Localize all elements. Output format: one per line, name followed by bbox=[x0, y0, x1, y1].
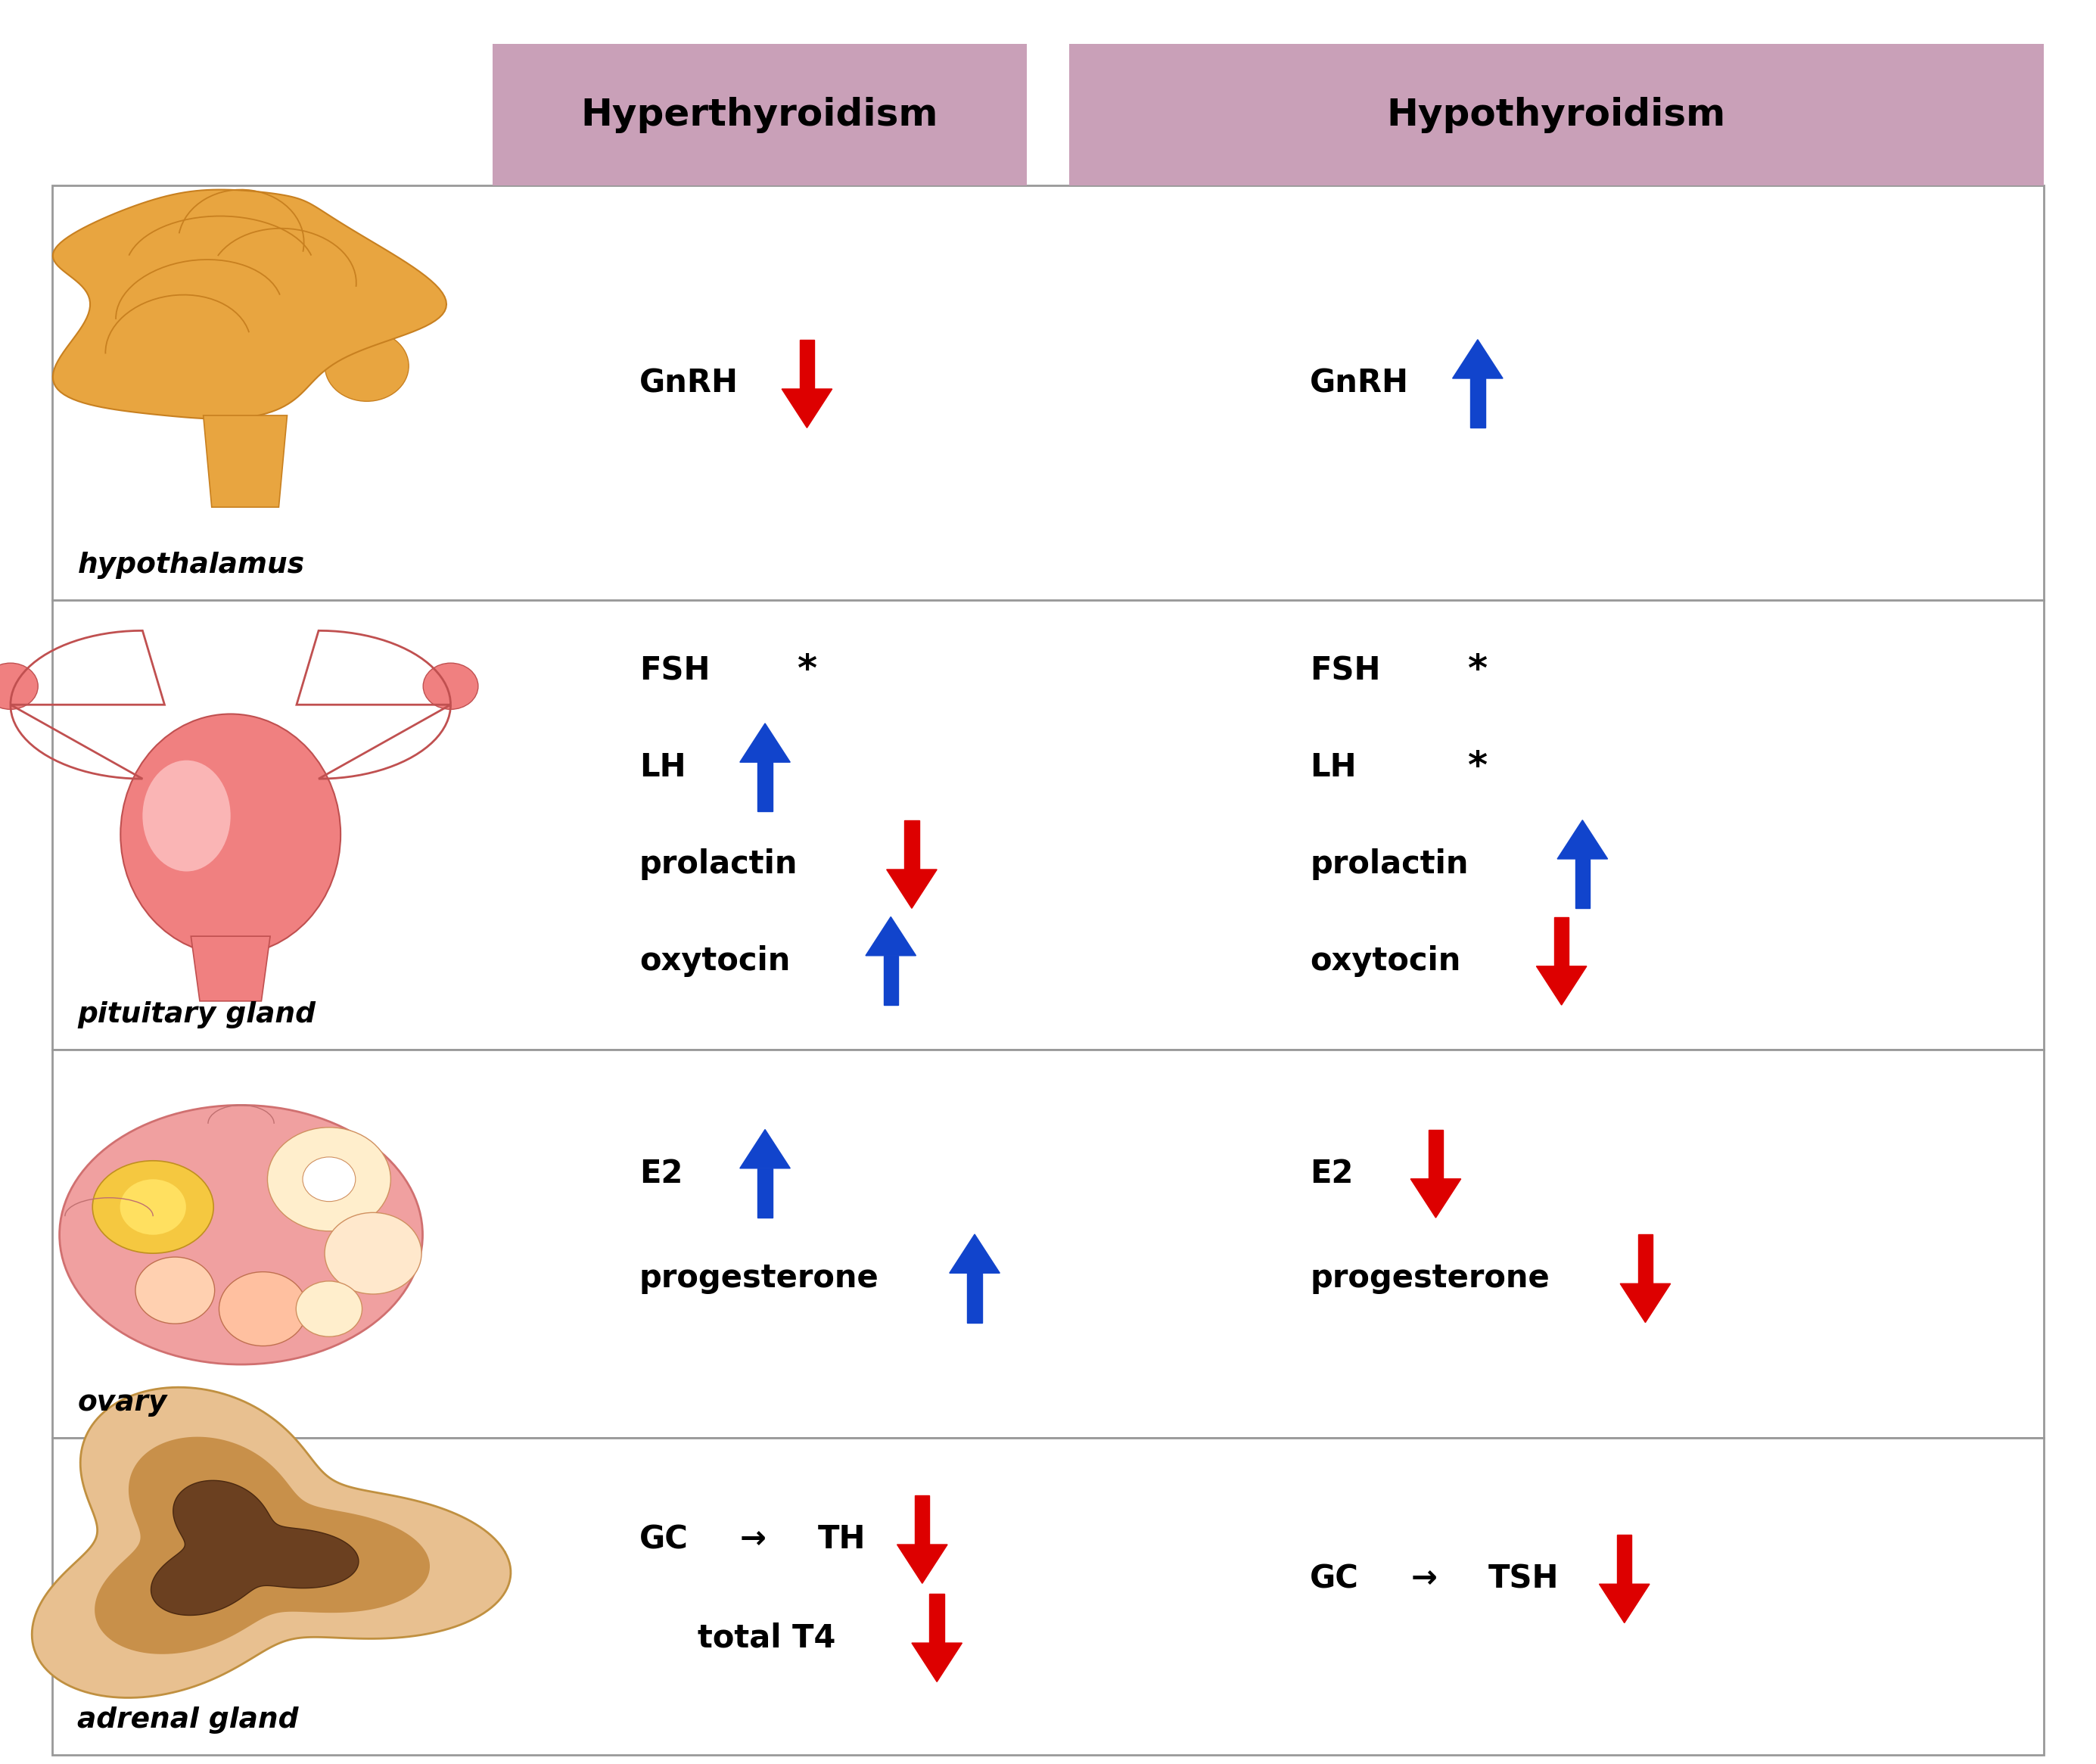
Text: LH: LH bbox=[1310, 751, 1356, 783]
FancyBboxPatch shape bbox=[52, 600, 2044, 1050]
Polygon shape bbox=[151, 1480, 358, 1616]
FancyBboxPatch shape bbox=[52, 1050, 2044, 1438]
Text: LH: LH bbox=[639, 751, 685, 783]
Polygon shape bbox=[1553, 917, 1568, 967]
Text: *: * bbox=[1467, 750, 1486, 785]
Ellipse shape bbox=[59, 1104, 423, 1365]
Ellipse shape bbox=[0, 663, 38, 709]
Circle shape bbox=[302, 1157, 356, 1201]
Polygon shape bbox=[949, 1235, 1000, 1274]
Polygon shape bbox=[1599, 1584, 1650, 1623]
Polygon shape bbox=[912, 1642, 962, 1681]
Text: E2: E2 bbox=[1310, 1157, 1354, 1189]
Polygon shape bbox=[1429, 1129, 1442, 1178]
Polygon shape bbox=[782, 390, 832, 429]
Text: *: * bbox=[796, 653, 815, 690]
Polygon shape bbox=[903, 820, 918, 870]
Polygon shape bbox=[1411, 1178, 1461, 1217]
Ellipse shape bbox=[119, 714, 340, 954]
Polygon shape bbox=[740, 1129, 790, 1168]
FancyBboxPatch shape bbox=[52, 185, 2044, 600]
Text: Hypothyroidism: Hypothyroidism bbox=[1388, 97, 1725, 132]
Polygon shape bbox=[740, 723, 790, 762]
Polygon shape bbox=[52, 191, 446, 418]
Circle shape bbox=[136, 1258, 214, 1323]
Polygon shape bbox=[801, 340, 813, 390]
Text: TH: TH bbox=[817, 1524, 866, 1556]
Polygon shape bbox=[1576, 859, 1589, 908]
Text: ovary: ovary bbox=[78, 1390, 168, 1416]
Polygon shape bbox=[897, 1545, 947, 1584]
Polygon shape bbox=[759, 762, 771, 811]
Circle shape bbox=[218, 1272, 306, 1346]
Text: GnRH: GnRH bbox=[639, 367, 738, 400]
Text: FSH: FSH bbox=[1310, 654, 1381, 686]
Polygon shape bbox=[914, 1496, 931, 1545]
Polygon shape bbox=[1469, 379, 1484, 429]
Text: FSH: FSH bbox=[639, 654, 711, 686]
Text: progesterone: progesterone bbox=[639, 1263, 878, 1295]
Polygon shape bbox=[1557, 820, 1608, 859]
Text: GC: GC bbox=[639, 1524, 687, 1556]
Polygon shape bbox=[866, 917, 916, 956]
Text: progesterone: progesterone bbox=[1310, 1263, 1549, 1295]
Polygon shape bbox=[759, 1168, 771, 1217]
Ellipse shape bbox=[423, 663, 478, 709]
Text: TSH: TSH bbox=[1488, 1563, 1559, 1595]
Ellipse shape bbox=[92, 1161, 214, 1252]
Polygon shape bbox=[1639, 1235, 1652, 1284]
Text: pituitary gland: pituitary gland bbox=[78, 1002, 316, 1028]
Text: GnRH: GnRH bbox=[1310, 367, 1409, 400]
Polygon shape bbox=[94, 1438, 430, 1655]
Polygon shape bbox=[203, 416, 287, 508]
Polygon shape bbox=[1620, 1284, 1671, 1323]
FancyBboxPatch shape bbox=[52, 1438, 2044, 1755]
Circle shape bbox=[268, 1127, 390, 1231]
FancyBboxPatch shape bbox=[493, 44, 1027, 185]
Text: prolactin: prolactin bbox=[1310, 848, 1469, 880]
FancyBboxPatch shape bbox=[1069, 44, 2044, 185]
Text: oxytocin: oxytocin bbox=[1310, 946, 1461, 977]
Text: hypothalamus: hypothalamus bbox=[78, 552, 304, 579]
Text: GC: GC bbox=[1310, 1563, 1358, 1595]
Circle shape bbox=[325, 1212, 421, 1295]
Text: →: → bbox=[740, 1524, 767, 1556]
Ellipse shape bbox=[119, 1178, 187, 1235]
Polygon shape bbox=[191, 937, 270, 1002]
Polygon shape bbox=[966, 1274, 981, 1323]
Text: oxytocin: oxytocin bbox=[639, 946, 790, 977]
Ellipse shape bbox=[325, 330, 409, 402]
Polygon shape bbox=[887, 870, 937, 908]
Polygon shape bbox=[885, 956, 897, 1005]
Text: *: * bbox=[1467, 653, 1486, 690]
Polygon shape bbox=[1453, 340, 1503, 379]
Text: adrenal gland: adrenal gland bbox=[78, 1708, 300, 1734]
Text: Hyperthyroidism: Hyperthyroidism bbox=[581, 97, 939, 132]
Polygon shape bbox=[929, 1593, 943, 1642]
Ellipse shape bbox=[143, 760, 231, 871]
Polygon shape bbox=[1536, 967, 1587, 1005]
Text: E2: E2 bbox=[639, 1157, 683, 1189]
Text: total T4: total T4 bbox=[698, 1621, 836, 1653]
Text: →: → bbox=[1411, 1563, 1438, 1595]
Text: prolactin: prolactin bbox=[639, 848, 799, 880]
Polygon shape bbox=[1618, 1535, 1631, 1584]
Polygon shape bbox=[31, 1387, 511, 1697]
Circle shape bbox=[296, 1281, 363, 1337]
